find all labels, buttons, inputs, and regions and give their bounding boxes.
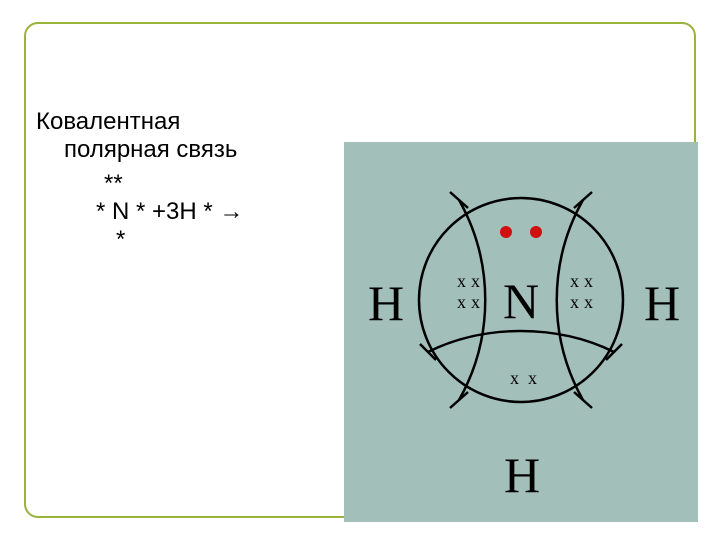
- svg-text:x: x: [584, 271, 593, 291]
- lewis-diagram-svg: NHHHxxxxxxxxxx: [344, 142, 698, 522]
- formula-lone-pair: **: [36, 170, 326, 198]
- svg-text:x: x: [471, 271, 480, 291]
- formula-electron: *: [36, 226, 326, 254]
- svg-text:x: x: [528, 368, 537, 388]
- svg-text:x: x: [570, 271, 579, 291]
- svg-text:x: x: [570, 292, 579, 312]
- formula-equation: * N * +3H * →: [36, 198, 326, 226]
- svg-text:H: H: [368, 275, 404, 331]
- svg-text:x: x: [584, 292, 593, 312]
- svg-text:x: x: [510, 368, 519, 388]
- svg-text:N: N: [503, 273, 539, 329]
- svg-text:H: H: [504, 447, 540, 503]
- slide-card: Ковалентная полярная связь ** * N * +3H …: [24, 22, 696, 518]
- lewis-diagram: NHHHxxxxxxxxxx: [344, 142, 698, 522]
- svg-text:x: x: [471, 292, 480, 312]
- heading-line-2: полярная связь: [36, 136, 326, 164]
- heading-line-1: Ковалентная: [36, 108, 326, 136]
- text-block: Ковалентная полярная связь ** * N * +3H …: [36, 108, 326, 254]
- svg-text:x: x: [457, 292, 466, 312]
- svg-text:x: x: [457, 271, 466, 291]
- svg-text:H: H: [644, 275, 680, 331]
